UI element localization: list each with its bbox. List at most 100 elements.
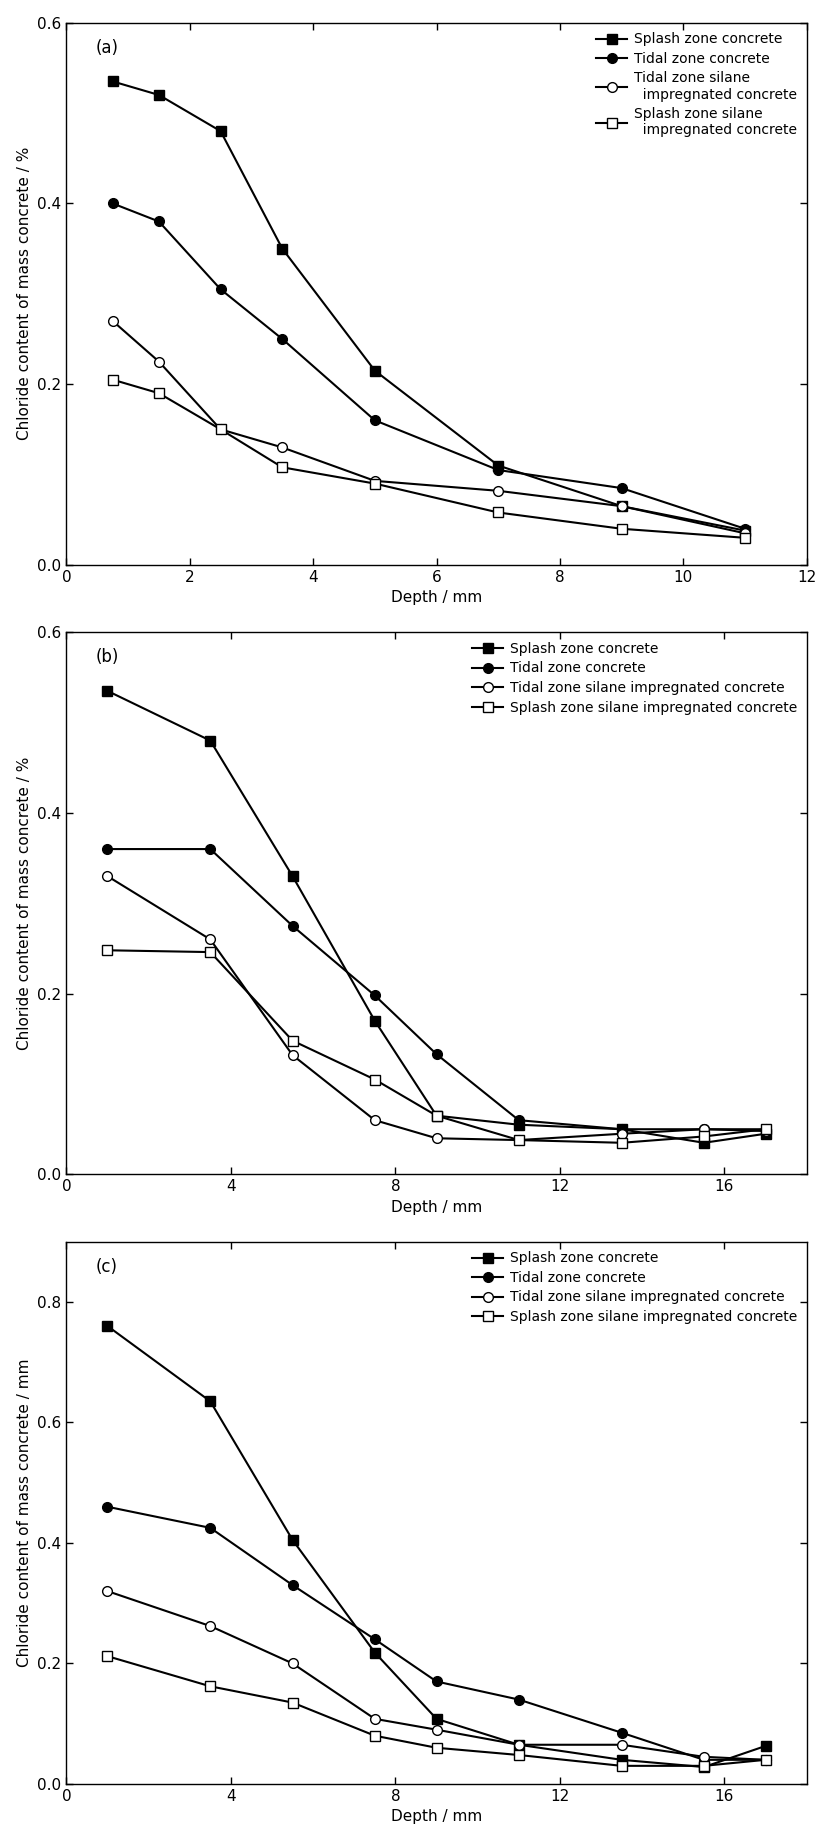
Splash zone concrete bbox=[699, 1756, 709, 1778]
Splash zone silane
  impregnated concrete bbox=[107, 368, 117, 390]
Tidal zone silane
  impregnated concrete bbox=[277, 436, 287, 458]
Splash zone silane
  impregnated concrete bbox=[740, 527, 750, 549]
Line: Tidal zone concrete: Tidal zone concrete bbox=[107, 199, 750, 534]
Tidal zone silane
  impregnated concrete bbox=[154, 350, 164, 372]
Legend: Splash zone concrete, Tidal zone concrete, Tidal zone silane
  impregnated concr: Splash zone concrete, Tidal zone concret… bbox=[591, 28, 802, 144]
Tidal zone silane impregnated concrete bbox=[370, 1108, 380, 1130]
X-axis label: Depth / mm: Depth / mm bbox=[391, 1810, 482, 1824]
Tidal zone silane
  impregnated concrete bbox=[616, 495, 626, 517]
Tidal zone concrete bbox=[154, 210, 164, 232]
Splash zone silane impregnated concrete bbox=[102, 1646, 112, 1668]
Splash zone concrete bbox=[370, 359, 380, 381]
Splash zone silane impregnated concrete bbox=[431, 1105, 441, 1127]
Splash zone silane impregnated concrete bbox=[616, 1754, 626, 1777]
Splash zone silane impregnated concrete bbox=[287, 1692, 297, 1714]
Splash zone silane
  impregnated concrete bbox=[370, 473, 380, 495]
Splash zone silane impregnated concrete bbox=[370, 1068, 380, 1090]
Splash zone concrete bbox=[514, 1734, 524, 1756]
Splash zone silane impregnated concrete bbox=[514, 1743, 524, 1766]
Splash zone silane impregnated concrete bbox=[699, 1125, 709, 1147]
Line: Splash zone concrete: Splash zone concrete bbox=[102, 687, 771, 1147]
Splash zone silane impregnated concrete bbox=[699, 1754, 709, 1777]
Tidal zone silane
  impregnated concrete bbox=[107, 309, 117, 331]
Tidal zone concrete bbox=[514, 1108, 524, 1130]
Line: Splash zone silane impregnated concrete: Splash zone silane impregnated concrete bbox=[102, 1651, 771, 1771]
Text: (a): (a) bbox=[96, 39, 119, 57]
Splash zone silane impregnated concrete bbox=[616, 1132, 626, 1154]
Splash zone silane impregnated concrete bbox=[761, 1117, 771, 1140]
Splash zone concrete bbox=[102, 1314, 112, 1337]
Splash zone concrete bbox=[431, 1708, 441, 1731]
Tidal zone concrete bbox=[616, 477, 626, 499]
Splash zone concrete bbox=[107, 70, 117, 92]
Text: (c): (c) bbox=[96, 1257, 118, 1276]
Tidal zone silane impregnated concrete bbox=[102, 865, 112, 887]
Tidal zone concrete bbox=[277, 328, 287, 350]
Splash zone concrete bbox=[616, 495, 626, 517]
Splash zone silane impregnated concrete bbox=[514, 1129, 524, 1151]
Tidal zone silane impregnated concrete bbox=[761, 1119, 771, 1141]
Tidal zone concrete bbox=[102, 1495, 112, 1517]
Y-axis label: Chloride content of mass concrete / mm: Chloride content of mass concrete / mm bbox=[17, 1359, 32, 1668]
Splash zone silane
  impregnated concrete bbox=[493, 501, 503, 523]
Splash zone silane
  impregnated concrete bbox=[616, 517, 626, 539]
Splash zone concrete bbox=[493, 455, 503, 477]
Splash zone concrete bbox=[370, 1642, 380, 1664]
Line: Splash zone silane
  impregnated concrete: Splash zone silane impregnated concrete bbox=[107, 376, 750, 543]
Y-axis label: Chloride content of mass concrete / %: Chloride content of mass concrete / % bbox=[17, 757, 32, 1049]
Line: Tidal zone concrete: Tidal zone concrete bbox=[102, 1502, 771, 1766]
Tidal zone silane impregnated concrete bbox=[287, 1653, 297, 1675]
Splash zone silane impregnated concrete bbox=[102, 939, 112, 961]
X-axis label: Depth / mm: Depth / mm bbox=[391, 591, 482, 606]
Tidal zone concrete bbox=[493, 458, 503, 481]
Splash zone concrete bbox=[761, 1123, 771, 1145]
Splash zone concrete bbox=[370, 1009, 380, 1031]
Splash zone concrete bbox=[154, 85, 164, 107]
Tidal zone concrete bbox=[431, 1670, 441, 1692]
Tidal zone silane
  impregnated concrete bbox=[370, 469, 380, 492]
Tidal zone silane
  impregnated concrete bbox=[740, 523, 750, 545]
Splash zone silane impregnated concrete bbox=[370, 1725, 380, 1747]
Tidal zone silane impregnated concrete bbox=[205, 1615, 215, 1637]
Splash zone concrete bbox=[287, 865, 297, 887]
Splash zone concrete bbox=[699, 1132, 709, 1154]
X-axis label: Depth / mm: Depth / mm bbox=[391, 1200, 482, 1215]
Tidal zone silane impregnated concrete bbox=[616, 1123, 626, 1145]
Tidal zone silane impregnated concrete bbox=[616, 1734, 626, 1756]
Tidal zone concrete bbox=[287, 1574, 297, 1596]
Tidal zone concrete bbox=[370, 1627, 380, 1650]
Splash zone silane impregnated concrete bbox=[287, 1029, 297, 1051]
Tidal zone silane impregnated concrete bbox=[205, 928, 215, 950]
Tidal zone concrete bbox=[370, 985, 380, 1007]
Line: Tidal zone silane impregnated concrete: Tidal zone silane impregnated concrete bbox=[102, 871, 771, 1145]
Tidal zone concrete bbox=[102, 838, 112, 860]
Tidal zone concrete bbox=[761, 1749, 771, 1771]
Tidal zone silane impregnated concrete bbox=[102, 1580, 112, 1602]
Tidal zone concrete bbox=[740, 517, 750, 539]
Tidal zone concrete bbox=[699, 1749, 709, 1771]
Tidal zone silane impregnated concrete bbox=[761, 1749, 771, 1771]
Splash zone concrete bbox=[431, 1105, 441, 1127]
Splash zone concrete bbox=[205, 729, 215, 751]
Splash zone silane impregnated concrete bbox=[205, 941, 215, 963]
Splash zone silane impregnated concrete bbox=[761, 1749, 771, 1771]
Tidal zone silane
  impregnated concrete bbox=[216, 418, 226, 440]
Line: Tidal zone silane impregnated concrete: Tidal zone silane impregnated concrete bbox=[102, 1587, 771, 1766]
Line: Splash zone silane impregnated concrete: Splash zone silane impregnated concrete bbox=[102, 946, 771, 1147]
Splash zone silane
  impregnated concrete bbox=[154, 383, 164, 405]
Tidal zone concrete bbox=[616, 1117, 626, 1140]
Splash zone concrete bbox=[514, 1114, 524, 1136]
Splash zone silane impregnated concrete bbox=[431, 1736, 441, 1758]
Tidal zone concrete bbox=[514, 1688, 524, 1710]
Tidal zone silane impregnated concrete bbox=[514, 1129, 524, 1151]
Line: Splash zone concrete: Splash zone concrete bbox=[107, 77, 750, 536]
Splash zone silane
  impregnated concrete bbox=[277, 457, 287, 479]
Splash zone concrete bbox=[102, 679, 112, 701]
Tidal zone concrete bbox=[205, 838, 215, 860]
Tidal zone concrete bbox=[761, 1117, 771, 1140]
Tidal zone concrete bbox=[216, 278, 226, 300]
Splash zone concrete bbox=[216, 120, 226, 142]
Splash zone concrete bbox=[616, 1117, 626, 1140]
Legend: Splash zone concrete, Tidal zone concrete, Tidal zone silane impregnated concret: Splash zone concrete, Tidal zone concret… bbox=[466, 637, 802, 720]
Splash zone concrete bbox=[616, 1749, 626, 1771]
